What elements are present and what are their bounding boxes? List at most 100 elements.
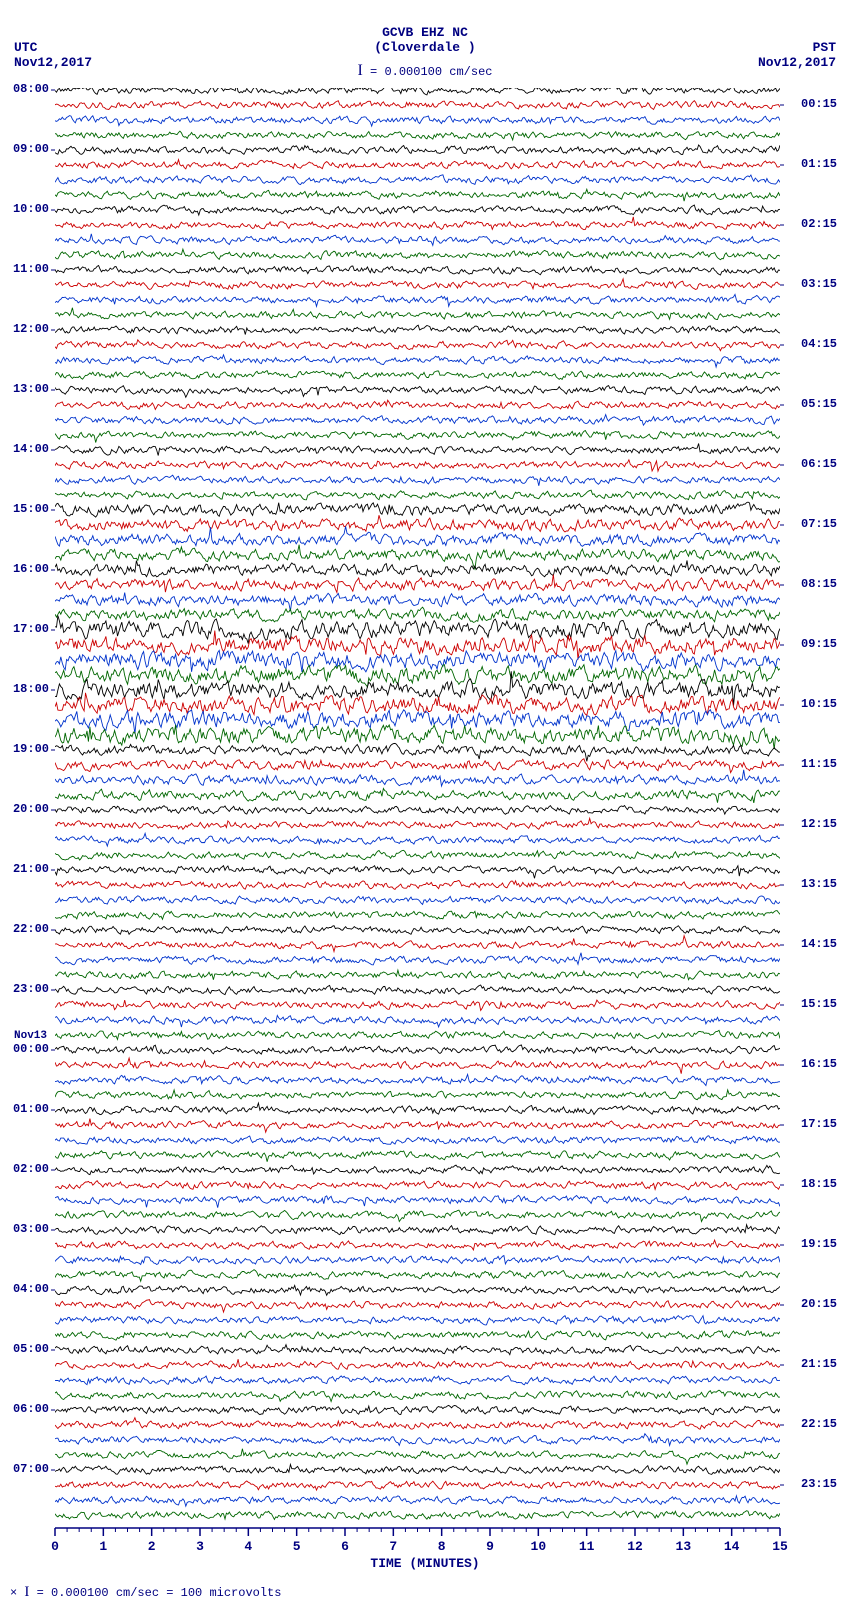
seismic-trace [55, 1390, 780, 1401]
seismic-trace [55, 101, 780, 110]
right-hour-label: 11:15 [801, 757, 837, 771]
seismic-trace [55, 460, 780, 471]
right-hour-label: 19:15 [801, 1237, 837, 1251]
seismic-trace [55, 1345, 780, 1355]
right-hour-label: 18:15 [801, 1177, 837, 1191]
seismic-trace [55, 1058, 780, 1074]
x-tick-label: 1 [99, 1539, 107, 1554]
seismic-trace [55, 1481, 780, 1490]
seismic-trace [55, 593, 780, 611]
seismic-trace [55, 308, 780, 320]
seismic-trace [55, 431, 780, 443]
seismic-trace [55, 1151, 780, 1162]
left-hour-label: 02:00 [13, 1162, 49, 1176]
seismic-trace [55, 1016, 780, 1028]
scale-bar-icon: I [24, 1584, 29, 1600]
seismic-trace [55, 545, 780, 569]
x-tick-label: 0 [51, 1539, 59, 1554]
seismic-trace [55, 145, 780, 154]
right-hour-label: 04:15 [801, 337, 837, 351]
seismic-trace [55, 759, 780, 773]
right-hour-label: 01:15 [801, 157, 837, 171]
seismic-trace [55, 1210, 780, 1221]
seismic-trace [55, 936, 780, 952]
seismic-trace [55, 1000, 780, 1010]
seismic-trace [55, 116, 780, 127]
seismic-trace [55, 985, 780, 995]
seismic-trace [55, 926, 780, 935]
seismic-trace [55, 400, 780, 409]
seismic-trace [55, 371, 780, 380]
footer-scale: × I = 0.000100 cm/sec = 100 microvolts [10, 1584, 281, 1601]
seismic-trace [55, 953, 780, 965]
left-hour-label: 11:00 [13, 262, 49, 276]
right-hour-label: 00:15 [801, 97, 837, 111]
seismic-trace [55, 189, 780, 201]
left-hour-label: 06:00 [13, 1402, 49, 1416]
left-hour-label: 20:00 [13, 802, 49, 816]
seismic-trace [55, 515, 780, 532]
seismic-trace [55, 665, 780, 687]
x-tick-label: 8 [438, 1539, 446, 1554]
seismic-trace [55, 1449, 780, 1465]
station-title: GCVB EHZ NC [0, 25, 850, 40]
seismic-trace [55, 1496, 780, 1506]
right-hour-label: 09:15 [801, 637, 837, 651]
left-hour-label: 23:00 [13, 982, 49, 996]
left-hour-label: 21:00 [13, 862, 49, 876]
seismic-trace [55, 444, 780, 456]
right-hour-label: 21:15 [801, 1357, 837, 1371]
left-hour-label: 17:00 [13, 622, 49, 636]
x-axis-ticks: 0123456789101112131415 [55, 1528, 780, 1558]
seismic-trace [55, 693, 780, 716]
seismic-trace [55, 249, 780, 260]
station-location: (Cloverdale ) [0, 40, 850, 55]
seismic-trace [55, 175, 780, 185]
x-tick-label: 3 [196, 1539, 204, 1554]
seismic-trace [55, 1465, 780, 1475]
right-hour-label: 17:15 [801, 1117, 837, 1131]
right-hour-label: 05:15 [801, 397, 837, 411]
x-tick-label: 5 [293, 1539, 301, 1554]
seismic-trace [55, 650, 780, 672]
seismic-trace [55, 1225, 780, 1235]
seismic-trace [55, 616, 780, 644]
left-hour-label: 07:00 [13, 1462, 49, 1476]
x-tick-label: 4 [244, 1539, 252, 1554]
left-hour-label: 05:00 [13, 1342, 49, 1356]
x-tick-label: 14 [724, 1539, 740, 1554]
left-hour-label: 22:00 [13, 922, 49, 936]
right-hour-label: 10:15 [801, 697, 837, 711]
seismic-trace [55, 1270, 780, 1282]
helicorder-plot [55, 88, 780, 1528]
left-hour-label: 03:00 [13, 1222, 49, 1236]
left-hour-label: 01:00 [13, 1102, 49, 1116]
x-axis-label: TIME (MINUTES) [0, 1556, 850, 1571]
seismic-trace [55, 160, 780, 169]
right-hour-label: 14:15 [801, 937, 837, 951]
right-hour-label: 03:15 [801, 277, 837, 291]
left-hour-label: 00:00 [13, 1042, 49, 1056]
seismic-trace [55, 866, 780, 879]
seismogram-container: GCVB EHZ NC (Cloverdale ) I = 0.000100 c… [0, 0, 850, 1613]
seismic-trace [55, 131, 780, 140]
seismic-trace [55, 1511, 780, 1520]
seismic-trace [55, 217, 780, 230]
seismic-trace [55, 490, 780, 500]
left-time-axis: 08:0009:0010:0011:0012:0013:0014:0015:00… [0, 88, 52, 1528]
right-hour-label: 02:15 [801, 217, 837, 231]
seismic-trace [55, 294, 780, 306]
seismic-trace [55, 1030, 780, 1039]
x-tick-label: 11 [579, 1539, 595, 1554]
seismic-trace [55, 1359, 780, 1369]
right-hour-label: 12:15 [801, 817, 837, 831]
seismic-trace [55, 833, 780, 846]
left-hour-label: 16:00 [13, 562, 49, 576]
seismic-trace [55, 1103, 780, 1115]
x-tick-label: 10 [531, 1539, 547, 1554]
seismic-trace [55, 850, 780, 860]
seismic-trace [55, 325, 780, 334]
seismic-trace [55, 1418, 780, 1430]
seismic-trace [55, 1090, 780, 1100]
right-hour-label: 20:15 [801, 1297, 837, 1311]
